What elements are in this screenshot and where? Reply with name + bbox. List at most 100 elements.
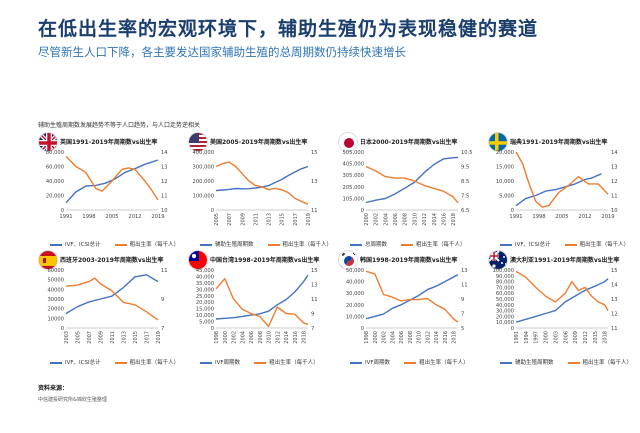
- series-line-cycles: [65, 274, 159, 315]
- legend-swatch: [114, 361, 127, 364]
- x-tick-label: 2010: [412, 213, 418, 226]
- legend-label: 粗出生率（每千人）: [579, 242, 630, 248]
- y-left-tick-label: 0: [511, 208, 514, 214]
- x-tick-label: 1994: [524, 331, 530, 344]
- x-tick-label: 1998: [532, 214, 545, 220]
- chart-title: 韩国1998-2019年周期数vs出生率: [360, 257, 458, 264]
- x-tick-label: 2010: [417, 331, 423, 344]
- chart-panel: 西班牙2003-2019年周期数vs出生率 0 10000 20000 30000 400…: [38, 250, 183, 367]
- legend-label: IVF、ICSI总计: [515, 242, 551, 248]
- y-left-tick-label: 40000: [47, 287, 64, 293]
- legend-label: 粗出生率（每千人）: [282, 242, 333, 248]
- line-chart: 0 105,000 205,000 305,000 405,000 505,000 6.5 7…: [343, 150, 473, 226]
- chart-legend: IVF、ICSI总计 粗出生率（每千人）: [500, 240, 640, 248]
- line-chart: 0 100,000 200,000 300,000 400,000 11 13 15 2005 2…: [193, 150, 318, 226]
- series-line-birth-rate: [365, 165, 459, 204]
- x-tick-label: 2015: [593, 331, 599, 344]
- sweden-flag-icon: [488, 132, 508, 152]
- series-line-cycles: [365, 273, 459, 320]
- series-line-birth-rate: [65, 277, 159, 321]
- x-tick-label: 1998: [82, 214, 95, 220]
- y-left-tick-label: 40,000: [196, 274, 214, 280]
- taiwan-flag-icon: [188, 250, 208, 270]
- y-right-tick-label: 15: [311, 150, 318, 156]
- x-tick-label: 2009: [99, 331, 105, 344]
- legend-item: IVF、ICSI总计: [50, 242, 101, 248]
- y-left-tick-label: 30,000: [346, 291, 364, 297]
- y-left-tick-label: 40,000: [46, 179, 64, 185]
- y-left-tick-label: 0: [61, 326, 64, 332]
- x-tick-label: 2006: [399, 331, 405, 344]
- line-chart: 0 10000 20000 30000 40000 50000 60000 7 9 11 2003 2…: [47, 268, 167, 344]
- x-tick-label: 2002: [382, 331, 388, 344]
- y-right-tick-label: 11: [611, 194, 618, 200]
- y-left-tick-label: 200,000: [193, 179, 214, 185]
- series-line-cycles: [515, 278, 609, 323]
- x-tick-label: 2003: [64, 331, 70, 344]
- chart-legend: 辅助生殖周期数 粗出生率（每千人）: [200, 240, 346, 248]
- y-left-tick-label: 0: [361, 326, 364, 332]
- legend-label: 辅助生殖周期数: [215, 242, 254, 248]
- y-left-tick-label: 45,000: [196, 268, 214, 274]
- line-chart: 0 5,000 10,000 15,000 20,000 10 11 12 13 14 1991 19…: [496, 150, 618, 220]
- x-tick-label: 2016: [443, 331, 449, 344]
- legend-label: 粗出生率（每千人）: [129, 242, 180, 248]
- x-tick-label: 2005: [555, 214, 568, 220]
- legend-label: IVF、ICSI总计: [65, 242, 101, 248]
- y-right-tick-label: 7: [161, 326, 164, 332]
- legend-item: 辅助生殖周期数: [500, 360, 554, 366]
- y-right-tick-label: 9: [161, 297, 164, 303]
- legend-item: IVF、ICSI总计: [50, 360, 101, 366]
- y-right-tick-label: 13: [611, 297, 618, 303]
- x-tick-label: 2006: [563, 331, 569, 344]
- chart-legend: IVF周期数 粗出生率（每千人）: [350, 358, 483, 366]
- chart-legend: 辅助生殖周期数 粗出生率（每千人）: [500, 358, 640, 366]
- legend-item: 粗出生率（每千人）: [404, 360, 469, 366]
- x-tick-label: 2017: [145, 331, 151, 344]
- legend-label: IVF周期数: [365, 360, 391, 366]
- chart-title: 英国1991-2019年周期数vs出生率: [60, 139, 158, 146]
- line-chart: 0 20,000 40,000 60,000 80,000 10 11 12 13 14 1991 1…: [46, 150, 168, 220]
- legend-swatch: [267, 243, 280, 246]
- y-left-tick-label: 20,000: [196, 300, 214, 306]
- x-tick-label: 2009: [240, 213, 246, 226]
- y-right-tick-label: 10.5: [461, 150, 473, 156]
- x-tick-label: 2016: [441, 213, 447, 226]
- legend-label: 粗出生率（每千人）: [416, 242, 466, 248]
- y-right-tick-label: 14: [611, 283, 618, 289]
- y-right-tick-label: 9: [311, 312, 314, 318]
- y-left-tick-label: 5,000: [199, 320, 214, 326]
- line-chart: 05,00010,00015,00020,00025,00030,00035,0…: [196, 268, 318, 344]
- chart-title: 中国台湾1998-2019年周期数vs出生率: [210, 257, 320, 264]
- x-tick-label: 1998: [364, 331, 370, 344]
- series-line-birth-rate: [215, 278, 309, 328]
- chart-panel: 美国2005-2019年周期数vs出生率 0 100,000 200,000 300,0…: [188, 132, 333, 249]
- x-tick-label: 2002: [374, 213, 380, 226]
- x-tick-label: 2019: [601, 214, 614, 220]
- series-line-cycles: [65, 159, 159, 204]
- legend-item: IVF周期数: [350, 360, 390, 366]
- chart-title: 澳大利亚1991-2019年周期数vs出生率: [510, 257, 620, 264]
- y-right-tick-label: 11: [161, 194, 168, 200]
- x-tick-label: 2005: [76, 331, 82, 344]
- x-tick-label: 2004: [390, 331, 396, 344]
- y-left-tick-label: 205,000: [343, 185, 364, 191]
- y-left-tick-label: 20,000: [496, 314, 514, 320]
- y-left-tick-label: 30000: [47, 297, 64, 303]
- y-left-tick-label: 25,000: [196, 294, 214, 300]
- legend-swatch: [50, 361, 62, 364]
- y-right-tick-label: 7.5: [461, 194, 469, 200]
- series-line-cycles: [215, 274, 309, 320]
- y-left-tick-label: 100,000: [493, 268, 514, 274]
- y-right-tick-label: 13: [311, 179, 318, 185]
- x-tick-label: 2012: [425, 331, 431, 344]
- y-left-tick-label: 30,000: [196, 287, 214, 293]
- x-tick-label: 1991: [509, 214, 522, 220]
- legend-item: 粗出生率（每千人）: [114, 242, 180, 248]
- x-tick-label: 2003: [553, 331, 559, 344]
- line-chart: 010,00020,00030,00040,00050,00060,00070,…: [493, 268, 619, 344]
- spain-flag-icon: [38, 250, 58, 270]
- y-left-tick-label: 10,000: [496, 320, 514, 326]
- x-tick-label: 2009: [573, 331, 579, 344]
- x-tick-label: 2004: [383, 213, 389, 226]
